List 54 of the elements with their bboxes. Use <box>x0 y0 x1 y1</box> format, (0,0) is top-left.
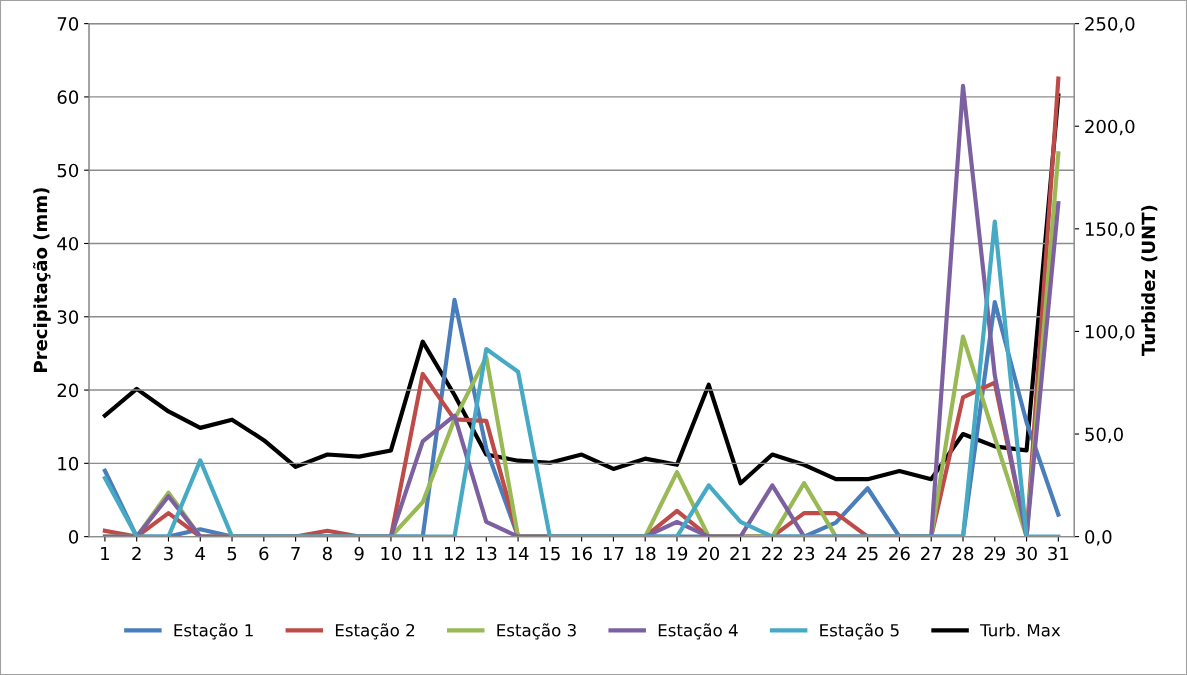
x-tick-label: 16 <box>572 546 592 561</box>
y-tick-label: 10 <box>58 456 79 471</box>
x-tick-label: 30 <box>1016 546 1037 561</box>
x-tick-label: 8 <box>322 546 332 561</box>
x-tick-label: 29 <box>984 546 1005 561</box>
line-series <box>102 219 1061 537</box>
y-axis-title: Precipitação (mm) <box>32 188 51 372</box>
x-tick-label: 20 <box>698 546 720 561</box>
x-tick-label: 9 <box>354 546 364 561</box>
x-tick-label: 15 <box>540 546 560 561</box>
legend-label: Estação 2 <box>335 623 415 640</box>
x-tick-label: 28 <box>952 546 974 561</box>
x-tick-label: 17 <box>603 546 624 561</box>
y-tick-label: 70 <box>57 17 79 31</box>
x-tick-label: 25 <box>857 546 878 561</box>
x-tick-label: 26 <box>889 546 910 561</box>
x-tick-label: 4 <box>195 546 205 561</box>
y-tick-label: 20 <box>57 383 79 398</box>
x-tick-label: 7 <box>291 546 300 561</box>
y-tick-label: 0 <box>69 530 79 544</box>
x-tick-label: 27 <box>921 546 942 561</box>
x-tick-label: 3 <box>164 546 173 561</box>
x-tick-label: 22 <box>762 546 782 561</box>
x-tick-label: 18 <box>635 546 656 561</box>
y-tick-label: 40 <box>57 236 79 251</box>
legend-label: Turb. Max <box>980 623 1061 637</box>
x-tick-label: 14 <box>508 546 529 561</box>
x-tick-label: 12 <box>445 546 465 561</box>
y-tick-label: 60 <box>57 90 79 105</box>
x-tick-label: 23 <box>793 546 815 561</box>
y2-tick-label: 250,0 <box>1085 17 1135 33</box>
x-tick-label: 21 <box>730 546 751 561</box>
x-tick-label: 24 <box>825 546 847 561</box>
legend-label: Estação 5 <box>820 623 899 640</box>
legend-label: Estação 4 <box>658 623 738 640</box>
x-tick-label: 5 <box>227 546 237 561</box>
y2-tick-label: 100,0 <box>1085 324 1135 341</box>
x-tick-label: 10 <box>381 546 402 561</box>
x-tick-label: 6 <box>259 546 269 561</box>
legend-label: Estação 1 <box>174 623 253 640</box>
x-tick-label: 2 <box>132 546 141 561</box>
y2-tick-label: 50,0 <box>1085 427 1123 443</box>
legend-label: Estação 3 <box>497 623 576 640</box>
y2-axis-title: Turbidez (UNT) <box>1141 205 1158 356</box>
y2-tick-label: 0,0 <box>1085 530 1112 546</box>
y2-tick-label: 200,0 <box>1085 119 1135 136</box>
y-tick-label: 50 <box>57 163 79 178</box>
x-tick-label: 1 <box>101 546 109 561</box>
x-tick-label: 13 <box>476 546 497 561</box>
x-tick-label: 19 <box>667 546 688 561</box>
y-tick-label: 30 <box>57 310 79 324</box>
x-tick-label: 11 <box>413 546 433 561</box>
x-tick-label: 31 <box>1048 546 1069 561</box>
y2-tick-label: 150,0 <box>1085 222 1135 238</box>
